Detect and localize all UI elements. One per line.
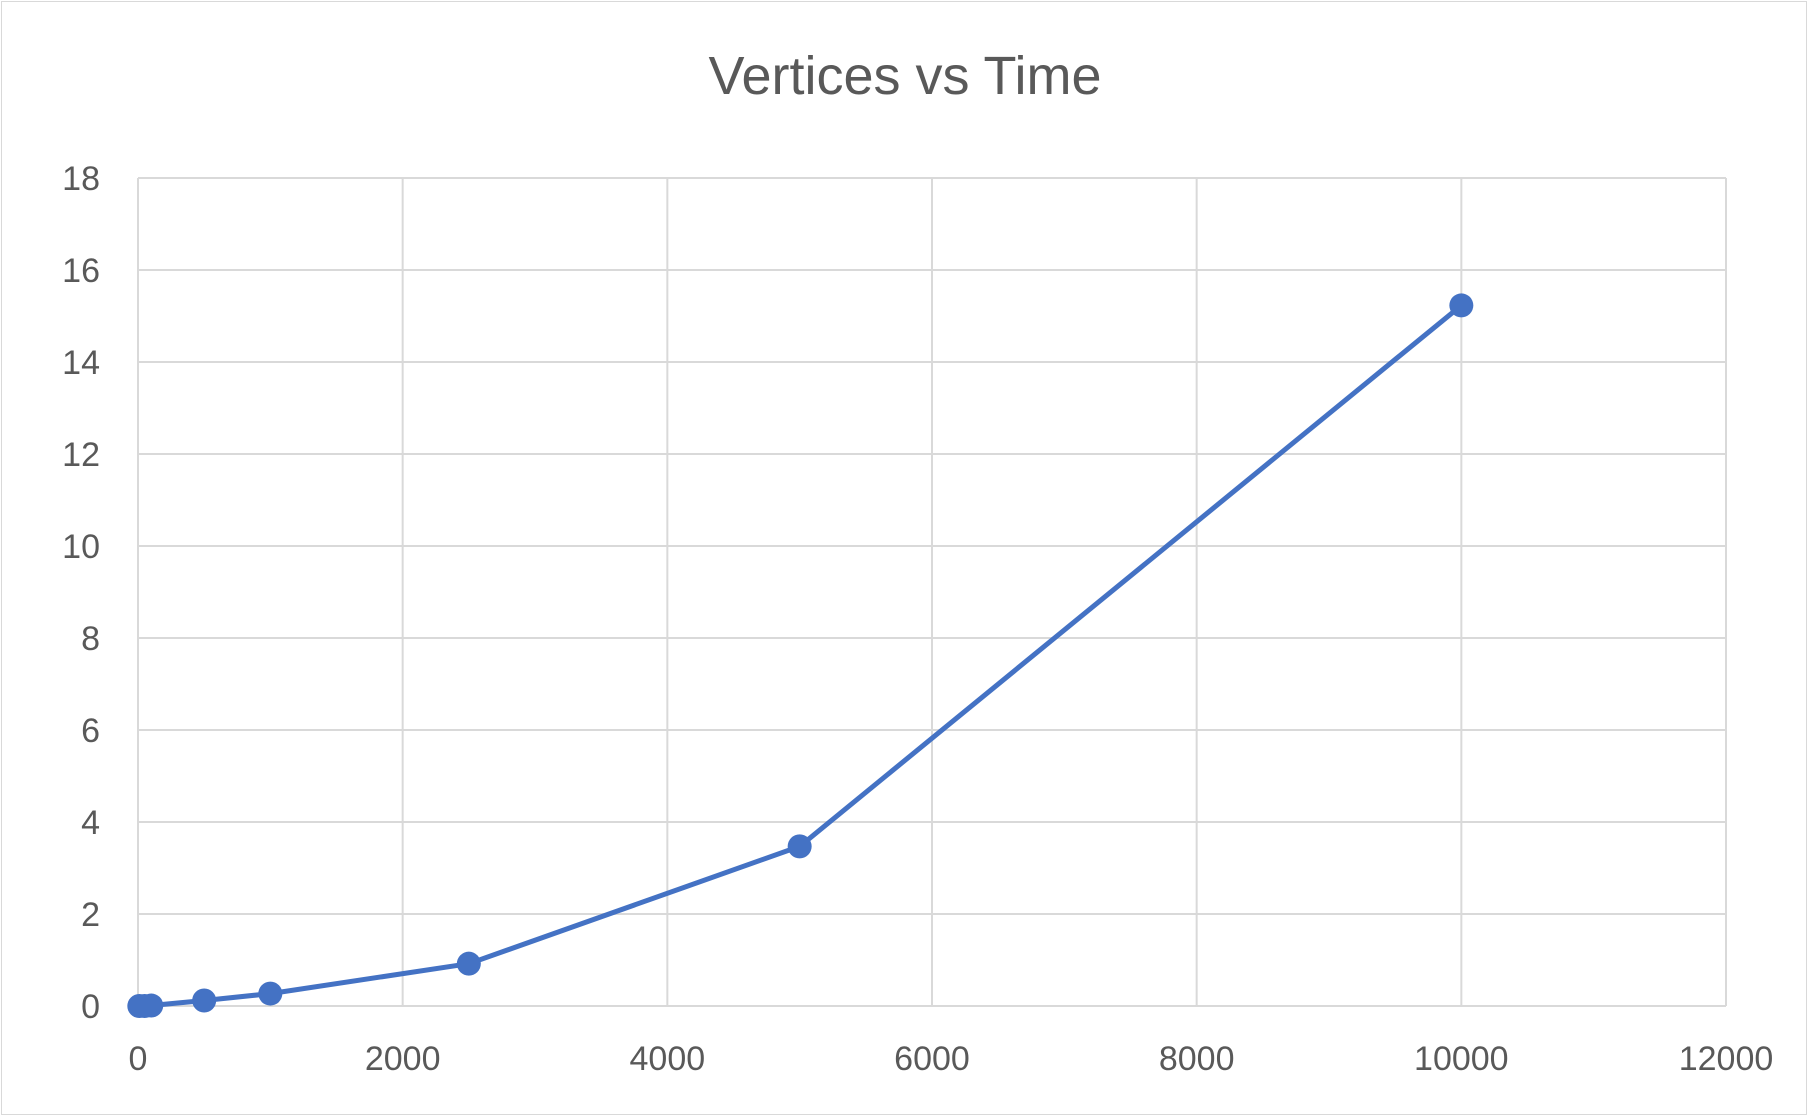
series-line bbox=[136, 302, 1464, 1009]
x-tick-label: 12000 bbox=[1679, 1040, 1774, 1078]
data-point-marker bbox=[787, 834, 812, 859]
y-tick-label: 18 bbox=[62, 160, 100, 198]
x-tick-label: 10000 bbox=[1414, 1040, 1509, 1078]
y-axis-tick-labels: 0 2 4 6 8 10 12 14 16 18 bbox=[62, 160, 100, 1026]
x-axis-tick-labels: 0 2000 4000 6000 8000 10000 12000 bbox=[129, 1040, 1774, 1078]
y-tick-label: 12 bbox=[62, 436, 100, 474]
data-point-marker bbox=[258, 981, 283, 1006]
x-tick-label: 6000 bbox=[894, 1040, 970, 1078]
data-point-marker bbox=[1449, 293, 1474, 318]
x-tick-label: 4000 bbox=[630, 1040, 706, 1078]
y-tick-label: 0 bbox=[81, 988, 100, 1026]
x-tick-label: 2000 bbox=[365, 1040, 441, 1078]
y-tick-label: 16 bbox=[62, 252, 100, 290]
series-group bbox=[127, 293, 1474, 1018]
y-tick-label: 2 bbox=[81, 896, 100, 934]
x-tick-label: 0 bbox=[129, 1040, 148, 1078]
gridlines bbox=[137, 177, 1727, 1007]
chart-title: Vertices vs Time bbox=[708, 46, 1101, 106]
data-point-marker bbox=[456, 951, 481, 976]
y-tick-label: 4 bbox=[81, 804, 100, 842]
x-tick-label: 8000 bbox=[1159, 1040, 1235, 1078]
y-tick-label: 14 bbox=[62, 344, 100, 382]
data-point-marker bbox=[192, 988, 217, 1013]
y-tick-label: 6 bbox=[81, 712, 100, 750]
data-point-marker bbox=[139, 993, 164, 1018]
y-tick-label: 8 bbox=[81, 620, 100, 658]
y-tick-label: 10 bbox=[62, 528, 100, 566]
